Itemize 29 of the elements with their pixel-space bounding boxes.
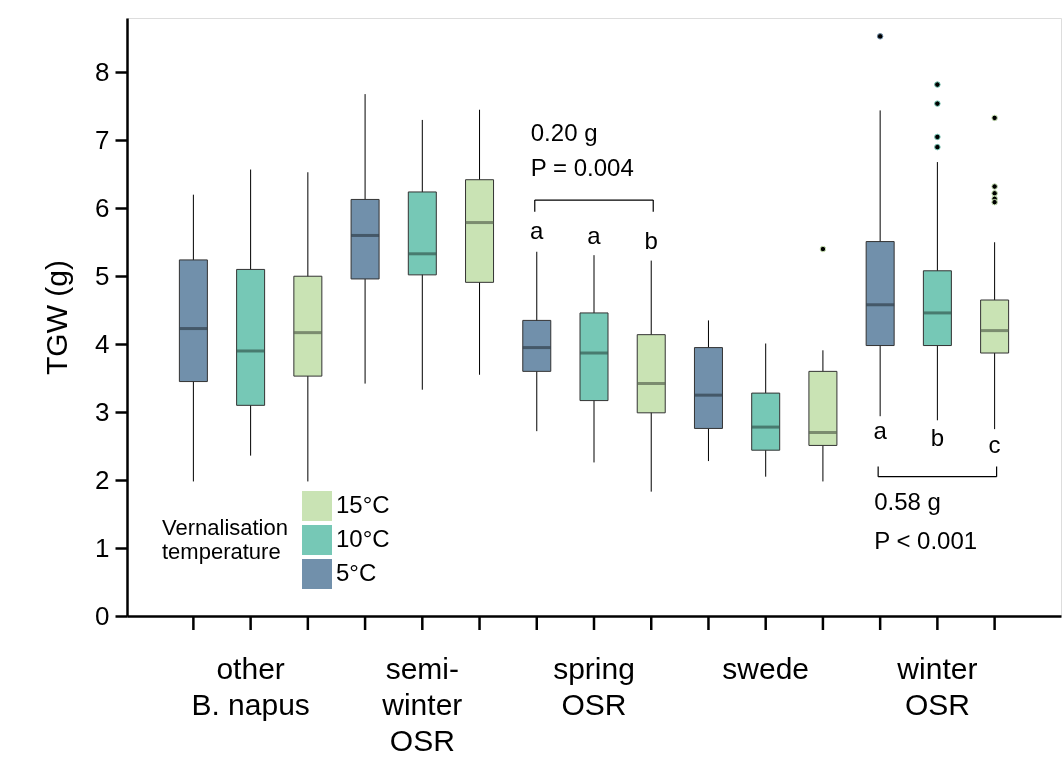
x-tick-label: spring OSR [553, 651, 635, 721]
annotation: 0.58 g [874, 487, 941, 515]
legend-label: 10°C [336, 525, 390, 552]
y-tick-label: 6 [95, 192, 110, 223]
y-tick-label: 3 [95, 396, 110, 427]
y-tick-label: 1 [95, 532, 110, 563]
y-tick-label: 0 [95, 600, 110, 631]
annotation: c [988, 431, 1001, 459]
y-tick-label: 8 [95, 56, 110, 87]
legend-title: Vernalisation temperature [162, 515, 288, 564]
y-tick-label: 7 [95, 124, 110, 155]
x-tick-label: winter OSR [896, 651, 978, 721]
legend-label: 15°C [336, 491, 390, 518]
x-tick-label: semi- winter OSR [381, 651, 463, 757]
y-tick-label: 2 [95, 464, 110, 495]
y-tick-label: 5 [95, 260, 110, 291]
y-axis-title: TGW (g) [40, 260, 74, 375]
annotation: a [587, 222, 602, 250]
legend-label: 5°C [336, 559, 377, 586]
x-tick-label: other B. napus [191, 651, 310, 721]
annotation: P = 0.004 [530, 153, 634, 181]
annotation: P < 0.001 [874, 526, 978, 554]
annotation: 0.20 g [530, 118, 598, 146]
annotation: a [873, 416, 888, 444]
annotation: a [530, 217, 545, 245]
annotation: b [930, 424, 945, 452]
x-tick-label: swede [722, 651, 810, 685]
y-tick-label: 4 [95, 328, 110, 359]
annotation: b [644, 227, 658, 255]
